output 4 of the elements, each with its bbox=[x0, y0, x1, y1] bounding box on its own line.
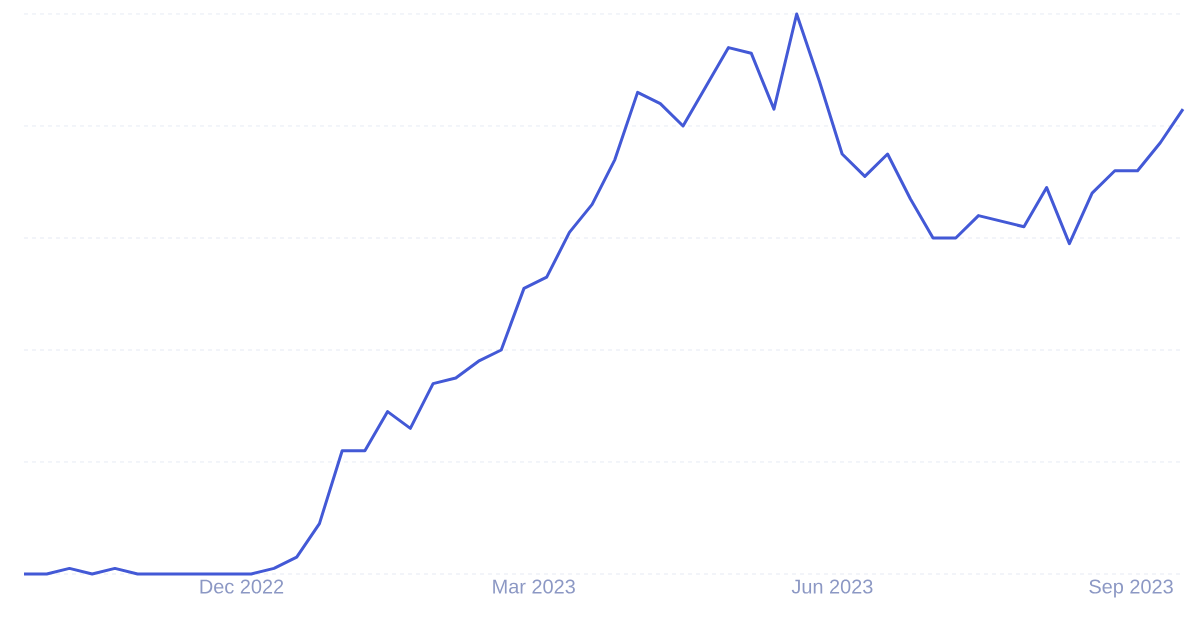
x-tick-label: Jun 2023 bbox=[791, 579, 873, 594]
x-tick-label: Sep 2023 bbox=[1089, 579, 1173, 598]
x-tick-label: Mar 2023 bbox=[493, 579, 575, 594]
x-tick-label: Dec 2022 bbox=[200, 579, 284, 594]
